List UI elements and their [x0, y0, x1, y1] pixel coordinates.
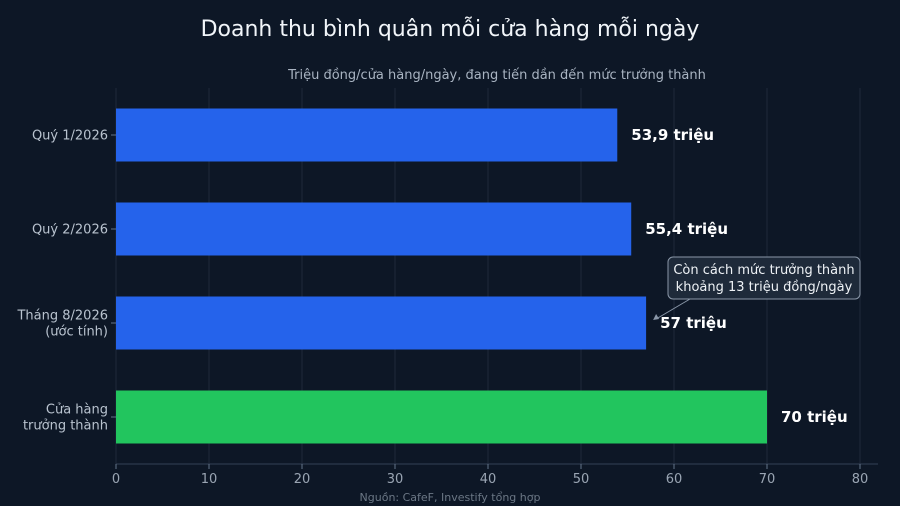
annotation-box — [667, 256, 861, 300]
x-tick-label: 20 — [294, 472, 311, 487]
x-tick-label: 40 — [480, 472, 497, 487]
annotation: Còn cách mức trưởng thành khoảng 13 triệu… — [653, 256, 861, 320]
category-labels: Quý 1/2026 Quý 2/2026 Tháng 8/2026 (ước tín… — [16, 129, 116, 434]
bars-group — [116, 108, 767, 444]
annotation-text: Còn cách mức trưởng thành khoảng 13 triệu… — [673, 263, 854, 295]
x-tick-label: 0 — [112, 472, 120, 487]
annotation-arrowhead — [653, 314, 660, 320]
x-tick-label: 10 — [201, 472, 218, 487]
value-label: 53,9 triệu — [631, 126, 714, 144]
category-label: Quý 1/2026 — [32, 129, 108, 144]
value-label: 57 triệu — [660, 314, 727, 332]
chart-subtitle: Triệu đồng/cửa hàng/ngày, đang tiến dần … — [287, 68, 706, 83]
bar — [116, 202, 632, 256]
category-label: Tháng 8/2026 (ước tính) — [16, 309, 108, 340]
category-label: Quý 2/2026 — [32, 223, 108, 238]
x-tick-label: 70 — [759, 472, 776, 487]
x-tick-label: 50 — [573, 472, 590, 487]
x-axis-ticks: 0 10 20 30 40 50 60 70 80 — [112, 464, 868, 487]
value-labels: 53,9 triệu 55,4 triệu 57 triệu 70 triệu — [631, 126, 847, 426]
bar — [116, 296, 647, 350]
bar — [116, 390, 767, 444]
source-note: Nguồn: CafeF, Investify tổng hợp — [360, 491, 541, 504]
x-tick-label: 30 — [387, 472, 404, 487]
chart-title: Doanh thu bình quân mỗi cửa hàng mỗi ngà… — [201, 16, 700, 42]
x-tick-label: 60 — [666, 472, 683, 487]
bar — [116, 108, 618, 162]
annotation-arrow — [655, 298, 691, 320]
value-label: 70 triệu — [781, 408, 848, 426]
value-label: 55,4 triệu — [645, 220, 728, 238]
category-label: Cửa hàng trưởng thành — [23, 403, 108, 434]
x-tick-label: 80 — [852, 472, 869, 487]
